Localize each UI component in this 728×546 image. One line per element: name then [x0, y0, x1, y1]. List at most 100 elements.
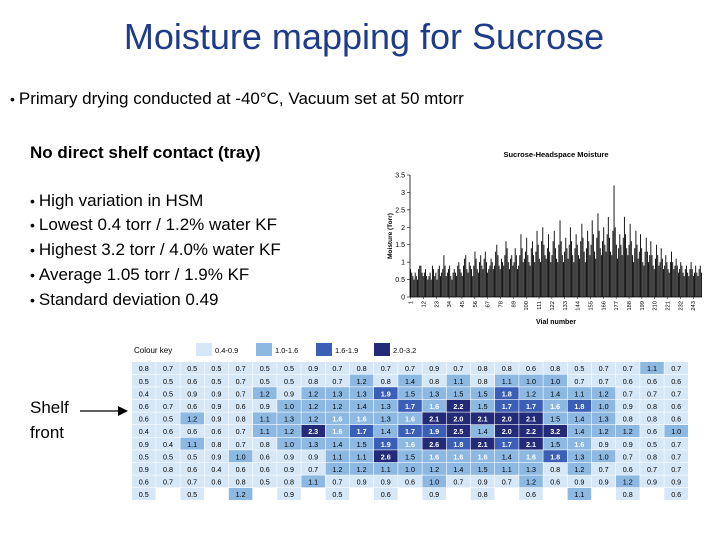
- heatmap-cell-value: 1.3: [429, 389, 439, 398]
- bullet-text: Lowest 0.4 torr / 1.2% water KF: [38, 215, 278, 234]
- heatmap-cell-value: 0.9: [599, 440, 609, 449]
- x-tick-label: 78: [499, 301, 505, 307]
- x-tick-label: 133: [563, 301, 569, 311]
- colour-key-label: 0.4-0.9: [215, 346, 238, 355]
- y-axis-label: Moisture (Torr): [387, 213, 394, 259]
- heatmap-cell-value: 0.6: [671, 402, 681, 411]
- heatmap-cell-value: 0.8: [236, 478, 246, 487]
- heatmap-cell-value: 1.3: [284, 415, 294, 424]
- heatmap-cell-value: 0.9: [671, 478, 681, 487]
- x-tick-label: 243: [691, 301, 697, 311]
- heatmap-cell: [204, 488, 229, 500]
- heatmap-cell-value: 0.7: [332, 364, 342, 373]
- heatmap-cell: [349, 488, 374, 500]
- heatmap-cell-value: 1.7: [357, 427, 367, 436]
- bullet-text: Average 1.05 torr / 1.9% KF: [38, 265, 250, 284]
- heatmap-cell: [253, 399, 277, 412]
- colour-key-swatch: [374, 343, 390, 356]
- heatmap-cell: [446, 437, 471, 450]
- heatmap-cell-value: 0.5: [211, 377, 221, 386]
- heatmap-cell-value: 0.8: [550, 465, 560, 474]
- heatmap-cell: [398, 412, 422, 425]
- heatmap-cell: [349, 425, 374, 437]
- heatmap-cell: [374, 374, 398, 387]
- bullet-dot-icon: •: [10, 91, 15, 107]
- x-tick-label: 221: [666, 301, 672, 311]
- heatmap-cell: [180, 475, 204, 488]
- heatmap-cell-value: 0.7: [163, 364, 173, 373]
- heatmap-cell-value: 1.2: [308, 402, 318, 411]
- heatmap-cell-value: 2.1: [478, 440, 488, 449]
- heatmap-cell: [446, 462, 471, 475]
- heatmap-cell-value: 0.6: [623, 465, 633, 474]
- heatmap-cell: [180, 374, 204, 387]
- heatmap-cell: [204, 462, 229, 475]
- heatmap-cell: [591, 437, 616, 450]
- x-tick-label: 199: [640, 301, 646, 311]
- bar-chart-svg: Sucrose-Headspace Moisture 0 0.5 1 1.5 2 2.5 3 3…: [387, 150, 702, 326]
- heatmap-cell: [156, 362, 180, 374]
- heatmap-cell: [422, 450, 446, 463]
- bullet-dot-icon: •: [30, 193, 35, 209]
- heatmap-cell-value: 0.6: [647, 427, 657, 436]
- heatmap-cell-value: 2.1: [478, 415, 488, 424]
- heatmap-cell-value: 1.5: [357, 440, 367, 449]
- heatmap-cell: [374, 462, 398, 475]
- heatmap-cell: [543, 425, 567, 437]
- heatmap-cell: [591, 387, 616, 400]
- heatmap-cell: [325, 362, 350, 374]
- heatmap-cell-value: 0.7: [308, 465, 318, 474]
- heatmap-cell: [349, 399, 374, 412]
- heatmap-cell-value: 0.7: [236, 427, 246, 436]
- heatmap-cell: [253, 387, 277, 400]
- heatmap-cell-value: 0.9: [260, 402, 270, 411]
- heatmap-cell-value: 0.7: [236, 364, 246, 373]
- x-tick-label: 45: [460, 301, 466, 307]
- heatmap-cell-value: 1.2: [574, 465, 584, 474]
- heatmap-cell-value: 0.6: [163, 427, 173, 436]
- heatmap-cell-value: 0.4: [163, 440, 173, 449]
- heatmap-cell-value: 0.5: [260, 377, 270, 386]
- bullet-text: Standard deviation 0.49: [38, 290, 219, 309]
- heatmap-cell: [228, 475, 253, 488]
- x-tick-label: 89: [511, 301, 517, 307]
- heatmap-cell: [301, 362, 325, 374]
- heatmap-cell-value: 0.9: [211, 389, 221, 398]
- heatmap-cell: [156, 475, 180, 488]
- heatmap-cell: [132, 450, 156, 463]
- headspace-moisture-chart: Sucrose-Headspace Moisture 0 0.5 1 1.5 2 2.5 3 3…: [380, 143, 710, 328]
- heatmap-cell-value: 0.9: [211, 452, 221, 461]
- heatmap-cell: [156, 399, 180, 412]
- heatmap-cell: [422, 462, 446, 475]
- heatmap-cell-value: 0.8: [429, 377, 439, 386]
- heatmap-cell: [543, 450, 567, 463]
- heatmap-cell: [325, 374, 350, 387]
- heatmap-cell-value: 0.6: [211, 478, 221, 487]
- heatmap-cell-value: 0.7: [236, 377, 246, 386]
- heatmap-cell-value: 0.5: [332, 490, 342, 499]
- heatmap-cell: [253, 437, 277, 450]
- heatmap-cell-value: 0.8: [236, 415, 246, 424]
- heatmap-cell-value: 1.3: [332, 389, 342, 398]
- heatmap-cell-value: 1.6: [429, 402, 439, 411]
- heatmap-cell: [325, 488, 350, 500]
- heatmap-cell-value: 0.5: [163, 415, 173, 424]
- heatmap-cell: [132, 475, 156, 488]
- heatmap-cell-value: 1.2: [623, 478, 633, 487]
- heatmap-cell-value: 1.9: [381, 389, 391, 398]
- heatmap-cell: [519, 488, 543, 500]
- heatmap-cell-value: 2.1: [526, 440, 536, 449]
- heatmap-cell-value: 1.1: [260, 427, 270, 436]
- bullet-drying-conditions: • Primary drying conducted at -40°C, Vacu…: [10, 89, 464, 109]
- heatmap-cell-value: 1.3: [574, 452, 584, 461]
- heatmap-cell: [374, 362, 398, 374]
- heatmap-cell-value: 2.3: [308, 427, 318, 436]
- heatmap-cell: [156, 450, 180, 463]
- heatmap-cell-value: 1.6: [332, 415, 342, 424]
- heatmap-cell-value: 0.5: [284, 377, 294, 386]
- heatmap-cell-value: 1.2: [526, 478, 536, 487]
- heatmap-cell-value: 1.5: [550, 415, 560, 424]
- heatmap-cell-value: 0.4: [211, 465, 221, 474]
- heatmap-cell: [640, 437, 664, 450]
- heatmap-cell-value: 0.8: [357, 364, 367, 373]
